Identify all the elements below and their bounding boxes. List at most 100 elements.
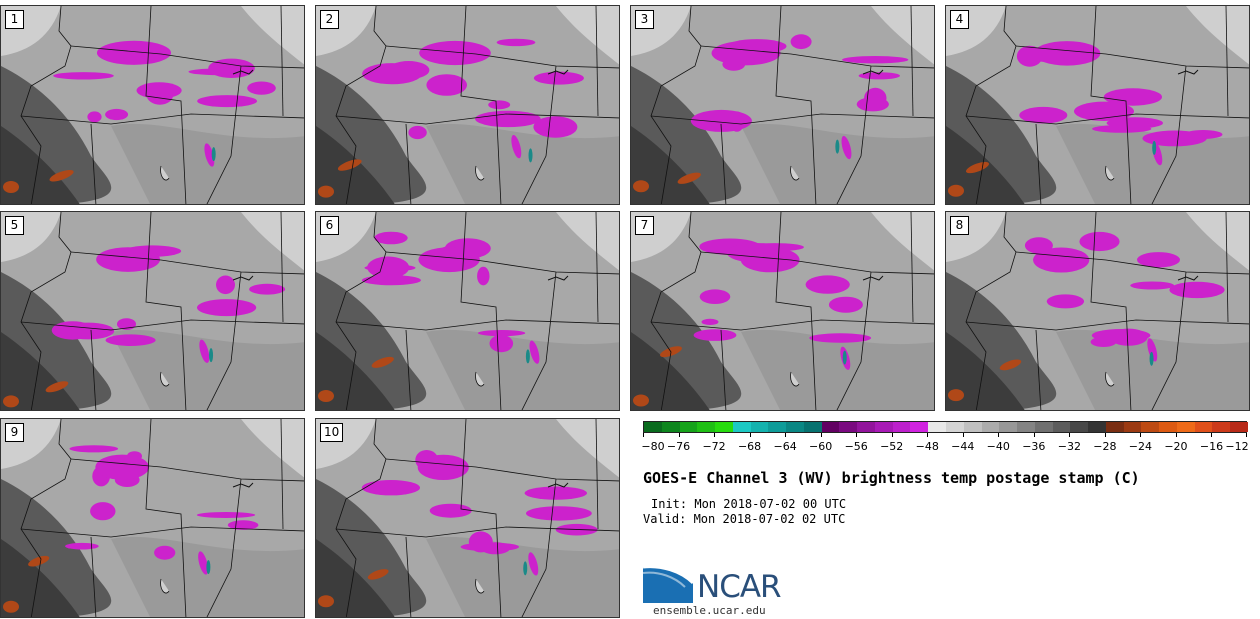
colorbar-segment [715, 422, 734, 432]
colorbar-segment [928, 422, 947, 432]
map-panel-8[interactable]: 8 [945, 211, 1250, 411]
map-graphic [631, 212, 934, 410]
ncar-logo-icon [643, 565, 695, 603]
colorbar-tick [785, 433, 787, 437]
colorbar-segment [874, 422, 894, 432]
figure-title: GOES-E Channel 3 (WV) brightness temp po… [643, 469, 1140, 487]
colorbar-tick [820, 433, 822, 437]
colorbar-segment [803, 422, 823, 432]
panel-number-label: 2 [320, 10, 339, 29]
colorbar-segment [679, 422, 698, 432]
map-graphic [316, 419, 619, 617]
colorbar [643, 421, 1249, 433]
colorbar-tick [962, 433, 964, 437]
colorbar-segment [963, 422, 982, 432]
colorbar-segment [732, 422, 752, 432]
colorbar-segment [999, 422, 1018, 432]
panel-number-label: 8 [950, 216, 969, 235]
colorbar-segment [697, 422, 716, 432]
colorbar-tick [714, 433, 716, 437]
colorbar-tick [1104, 433, 1106, 437]
colorbar-tick-label: −20 [1164, 440, 1188, 453]
map-panel-9[interactable]: 9 [0, 418, 305, 618]
map-graphic [1, 6, 304, 204]
map-panel-4[interactable]: 4 [945, 5, 1250, 205]
panel-number-label: 9 [5, 423, 24, 442]
map-panel-6[interactable]: 6 [315, 211, 620, 411]
init-time: Init: Mon 2018-07-02 00 UTC [651, 497, 847, 511]
site-url[interactable]: ensemble.ucar.edu [653, 604, 766, 617]
map-graphic [316, 6, 619, 204]
colorbar-tick [678, 433, 680, 437]
panel-number-label: 10 [320, 423, 344, 442]
colorbar-tick [856, 433, 858, 437]
panel-number-label: 4 [950, 10, 969, 29]
colorbar-tick-label: −52 [880, 440, 904, 453]
colorbar-tick-label: −12 [1225, 440, 1249, 453]
colorbar-tick-label: −80 [641, 440, 665, 453]
map-panel-2[interactable]: 2 [315, 5, 620, 205]
colorbar-tick [1175, 433, 1177, 437]
valid-time: Valid: Mon 2018-07-02 02 UTC [643, 512, 846, 526]
map-panel-10[interactable]: 10 [315, 418, 620, 618]
colorbar-segment [1212, 422, 1231, 432]
colorbar-tick-label: −60 [809, 440, 833, 453]
colorbar-segment [1141, 422, 1160, 432]
colorbar-tick-label: −16 [1199, 440, 1224, 453]
colorbar-tick-label: −32 [1057, 440, 1081, 453]
colorbar-tick-label: −24 [1128, 440, 1153, 453]
colorbar-tick [1211, 433, 1213, 437]
colorbar-tick [1069, 433, 1071, 437]
colorbar-tick [927, 433, 929, 437]
colorbar-tick-label: −72 [702, 440, 726, 453]
colorbar-segment [1070, 422, 1089, 432]
colorbar-segment [750, 422, 769, 432]
map-panel-1[interactable]: 1 [0, 5, 305, 205]
panel-number-label: 1 [5, 10, 24, 29]
colorbar-tick [998, 433, 1000, 437]
colorbar-tick-label: −28 [1093, 440, 1117, 453]
panel-number-label: 6 [320, 216, 339, 235]
colorbar-tick-label: −64 [773, 440, 797, 453]
panel-number-label: 7 [635, 216, 654, 235]
colorbar-tick [643, 433, 644, 437]
map-panel-5[interactable]: 5 [0, 211, 305, 411]
colorbar-segment [981, 422, 1000, 432]
colorbar-segment [1123, 422, 1142, 432]
colorbar-tick-label: −68 [737, 440, 762, 453]
map-graphic [316, 212, 619, 410]
map-graphic [1, 212, 304, 410]
colorbar-tick-label: −36 [1022, 440, 1046, 453]
colorbar-segment [1105, 422, 1125, 432]
map-graphic [946, 212, 1249, 410]
colorbar-tick-label: −48 [915, 440, 939, 453]
colorbar-segment [1159, 422, 1178, 432]
colorbar-segment [892, 422, 911, 432]
panel-number-label: 3 [635, 10, 654, 29]
colorbar-tick-label: −56 [844, 440, 868, 453]
logo-text: NCAR [697, 569, 782, 605]
map-graphic [946, 6, 1249, 204]
colorbar-tick [1246, 433, 1247, 437]
colorbar-ticks: −80 −76 −72 −68 −64 −60 −56 −52 −48 −44 −40 −36 −32−… [641, 433, 1249, 455]
colorbar-tick [749, 433, 751, 437]
colorbar-segment [661, 422, 680, 432]
colorbar-tick [1033, 433, 1035, 437]
map-graphic [631, 6, 934, 204]
colorbar-segment [768, 422, 787, 432]
colorbar-segment [1034, 422, 1054, 432]
colorbar-tick [1140, 433, 1142, 437]
colorbar-segment [786, 422, 805, 432]
colorbar-segment [839, 422, 858, 432]
colorbar-segment [1088, 422, 1107, 432]
colorbar-segment [644, 422, 663, 432]
colorbar-segment [1052, 422, 1071, 432]
colorbar-segment [910, 422, 929, 432]
colorbar-segment [1176, 422, 1196, 432]
map-panel-7[interactable]: 7 [630, 211, 935, 411]
colorbar-tick-label: −44 [951, 440, 975, 453]
colorbar-segment [1194, 422, 1213, 432]
panel-number-label: 5 [5, 216, 24, 235]
map-panel-3[interactable]: 3 [630, 5, 935, 205]
colorbar-tick-label: −76 [666, 440, 691, 453]
